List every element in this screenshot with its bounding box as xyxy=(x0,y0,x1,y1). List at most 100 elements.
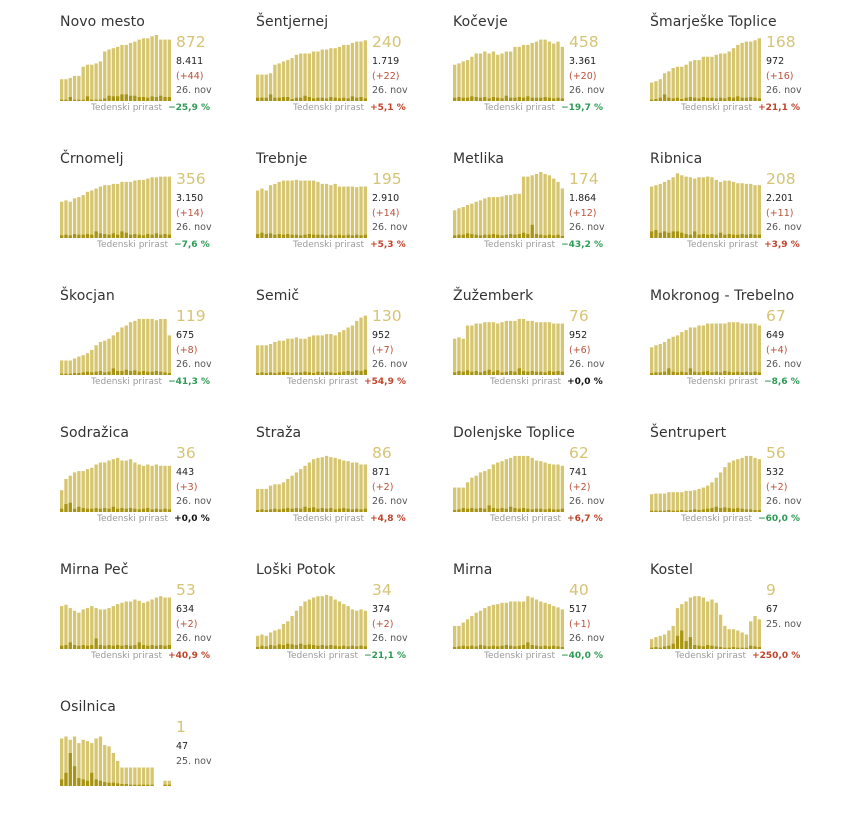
new-cases-bar xyxy=(744,647,749,649)
new-cases-bar xyxy=(260,232,264,238)
new-cases-bar xyxy=(312,507,316,512)
new-cases-bar xyxy=(107,95,111,101)
active-cases-bar xyxy=(116,760,120,786)
new-cases-bar xyxy=(727,234,731,238)
weekly-growth: Tedenski prirast −19,7 % xyxy=(484,103,603,113)
active-cases-bar xyxy=(513,320,517,375)
new-cases-bar xyxy=(491,371,496,375)
active-cases-bar xyxy=(337,601,342,649)
active-cases-bar xyxy=(680,332,684,375)
new-cases-bar xyxy=(316,508,320,512)
active-cases-bar xyxy=(474,475,478,512)
new-cases-bar xyxy=(470,96,474,101)
active-cases-bar xyxy=(736,44,740,101)
new-cases-bar xyxy=(128,234,133,238)
weekly-growth-value: +21,1 % xyxy=(758,103,800,113)
new-cases-bar xyxy=(491,508,496,512)
new-cases-bar xyxy=(312,234,316,238)
active-cases-bar xyxy=(98,342,103,375)
active-cases-value: 119 xyxy=(176,307,206,325)
active-cases-bar xyxy=(68,475,72,512)
active-cases-bar xyxy=(688,597,693,649)
weekly-growth-label: Tedenski prirast xyxy=(687,377,759,387)
active-cases-bar xyxy=(457,63,461,101)
total-cases-value: 871 xyxy=(372,467,391,478)
active-cases-bar xyxy=(68,360,72,375)
new-cases-bar xyxy=(141,97,146,101)
new-cases-bar xyxy=(675,510,680,512)
active-cases-value: 208 xyxy=(766,170,796,188)
active-cases-bar xyxy=(355,610,359,649)
new-cases-bar xyxy=(94,371,98,375)
date-label: 26. nov xyxy=(766,222,802,233)
spark-chart xyxy=(256,594,367,649)
new-cases-bar xyxy=(500,372,504,375)
new-cases-bar xyxy=(111,96,115,101)
active-cases-bar xyxy=(77,612,81,649)
new-cases-bar xyxy=(667,510,671,512)
municipality-name: Metlika xyxy=(453,151,505,167)
new-cases-bar xyxy=(90,645,94,649)
active-cases-bar xyxy=(94,345,98,375)
active-cases-bar xyxy=(363,40,367,101)
active-cases-bar xyxy=(359,464,363,512)
new-cases-bar xyxy=(504,645,508,649)
active-cases-bar xyxy=(675,492,680,512)
new-cases-bar xyxy=(701,509,705,512)
active-cases-bar xyxy=(281,623,286,649)
active-cases-bar xyxy=(714,477,718,512)
active-cases-bar xyxy=(333,48,337,101)
active-cases-bar xyxy=(731,322,736,375)
new-cases-bar xyxy=(749,234,753,238)
date-label: 26. nov xyxy=(176,85,212,96)
municipality-name: Osilnica xyxy=(60,699,116,715)
new-cases-bar xyxy=(688,97,693,101)
active-cases-bar xyxy=(461,206,465,238)
new-cases-bar xyxy=(465,646,470,649)
new-cases-bar xyxy=(324,371,329,375)
new-cases-bar xyxy=(453,235,457,238)
new-cases-bar xyxy=(517,508,521,512)
active-cases-bar xyxy=(483,608,487,649)
municipality-card-mokronog-trebelno: Mokronog - Trebelno 67 649 (+4) 26. nov Teden… xyxy=(650,282,840,407)
new-cases-bar xyxy=(688,234,693,238)
new-cases-bar xyxy=(744,234,749,238)
active-cases-bar xyxy=(701,487,705,512)
new-cases-bar xyxy=(667,232,671,238)
new-cases-bar xyxy=(333,373,337,375)
new-cases-bar xyxy=(307,372,311,375)
active-cases-bar xyxy=(543,602,547,649)
new-cases-bar xyxy=(103,508,107,512)
active-cases-bar xyxy=(346,327,350,375)
active-cases-bar xyxy=(154,35,159,101)
municipality-name: Trebnje xyxy=(256,151,308,167)
new-cases-bar xyxy=(744,371,749,375)
new-cases-bar xyxy=(667,645,671,649)
municipality-name: Žužemberk xyxy=(453,288,534,304)
new-cases-bar xyxy=(552,98,556,101)
municipality-name: Škocjan xyxy=(60,288,115,304)
active-cases-bar xyxy=(496,462,500,512)
active-cases-bar xyxy=(697,488,701,512)
date-label: 26. nov xyxy=(569,633,605,644)
active-cases-bar xyxy=(167,39,171,101)
new-cases-bar xyxy=(167,97,171,101)
new-cases-bar xyxy=(77,99,81,101)
active-cases-bar xyxy=(470,56,474,101)
active-cases-bar xyxy=(60,360,64,375)
new-cases-bar xyxy=(671,231,675,238)
weekly-growth-value: −25,9 % xyxy=(168,103,210,113)
active-cases-bar xyxy=(268,73,273,101)
new-cases-bar xyxy=(286,508,290,512)
new-cases-bar xyxy=(680,232,684,238)
new-cases-bar xyxy=(316,371,320,375)
active-cases-bar xyxy=(307,599,311,649)
active-cases-value: 36 xyxy=(176,444,196,462)
active-cases-bar xyxy=(90,743,94,786)
active-cases-bar xyxy=(312,51,316,101)
active-cases-bar xyxy=(167,335,171,375)
active-cases-bar xyxy=(714,179,718,238)
new-cases-bar xyxy=(333,509,337,512)
active-cases-bar xyxy=(281,340,286,375)
active-cases-bar xyxy=(90,606,94,649)
